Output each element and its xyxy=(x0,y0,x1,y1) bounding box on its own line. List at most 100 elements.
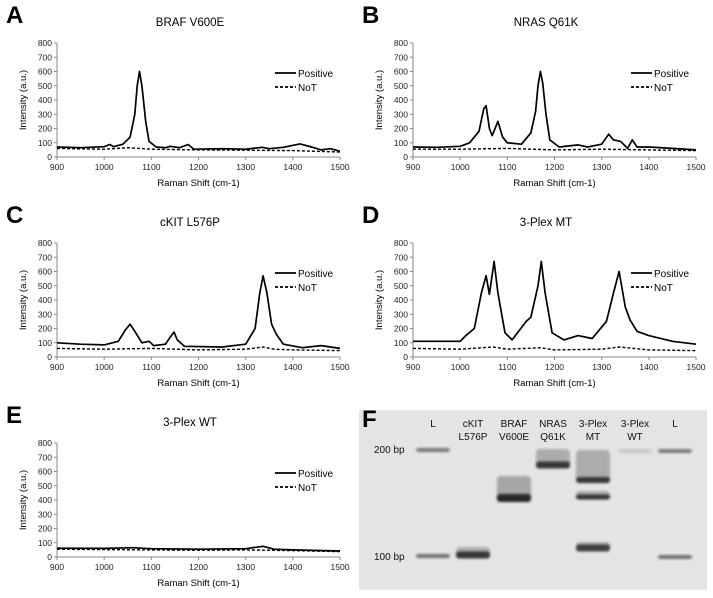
y-tick-label: 400 xyxy=(38,95,52,105)
x-tick-label: 1100 xyxy=(498,362,517,372)
x-tick-label: 1500 xyxy=(331,562,350,572)
panel-label: B xyxy=(362,2,380,29)
x-tick-label: 1400 xyxy=(639,362,658,372)
panel-label: F xyxy=(362,406,377,433)
panel-label: C xyxy=(6,202,24,229)
gel-band xyxy=(576,544,610,552)
y-tick-label: 500 xyxy=(38,481,52,491)
lane-label: MT xyxy=(586,432,600,443)
gel-band xyxy=(658,555,692,559)
y-tick-label: 400 xyxy=(394,95,408,105)
x-tick-label: 1400 xyxy=(639,162,658,172)
y-tick-label: 800 xyxy=(38,38,52,48)
x-tick-label: 900 xyxy=(50,162,64,172)
series-line-not xyxy=(56,147,341,153)
y-tick-label: 0 xyxy=(403,352,408,362)
y-axis-label: Intensity (a.u.) xyxy=(18,470,29,530)
y-tick-label: 100 xyxy=(394,138,408,148)
legend-label: Positive xyxy=(298,469,333,480)
gel-band xyxy=(497,494,531,502)
x-tick-label: 1000 xyxy=(451,162,470,172)
y-tick-label: 600 xyxy=(394,267,408,277)
panel-e: 3-Plex WT 0 100 200 300 400 500 600 700 800 900 100… xyxy=(0,400,356,598)
legend-label: Positive xyxy=(298,69,333,80)
series-line-positive xyxy=(56,274,341,350)
gel-band xyxy=(416,448,450,452)
y-tick-label: 200 xyxy=(394,324,408,334)
y-tick-label: 400 xyxy=(38,495,52,505)
x-tick-label: 1200 xyxy=(189,362,208,372)
x-tick-label: 900 xyxy=(406,162,420,172)
y-tick-label: 600 xyxy=(394,67,408,77)
y-tick-label: 100 xyxy=(394,338,408,348)
panel-label: D xyxy=(362,202,380,229)
x-tick-label: 1300 xyxy=(592,362,611,372)
y-tick-label: 400 xyxy=(394,295,408,305)
gel-band xyxy=(416,554,450,558)
x-tick-label: 1100 xyxy=(498,162,517,172)
legend-label: NoT xyxy=(298,83,317,94)
panel-label: E xyxy=(6,402,23,429)
x-axis-label: Raman Shift (cm-1) xyxy=(513,378,595,389)
y-tick-label: 200 xyxy=(38,524,52,534)
y-tick-label: 300 xyxy=(38,309,52,319)
gel-band xyxy=(456,551,490,559)
legend-label: NoT xyxy=(654,283,673,294)
x-tick-label: 1500 xyxy=(687,162,706,172)
lane-label: WT xyxy=(627,432,643,443)
gel-band xyxy=(536,461,570,469)
x-tick-label: 1100 xyxy=(142,562,161,572)
chart-title: NRAS Q61K xyxy=(514,17,579,29)
y-tick-label: 800 xyxy=(38,238,52,248)
panel-label: A xyxy=(6,2,24,29)
y-tick-label: 100 xyxy=(38,338,52,348)
y-tick-label: 800 xyxy=(394,38,408,48)
y-tick-label: 500 xyxy=(38,81,52,91)
y-tick-label: 800 xyxy=(38,438,52,448)
x-axis-label: Raman Shift (cm-1) xyxy=(157,178,239,189)
y-tick-label: 700 xyxy=(394,52,408,62)
y-axis-label: Intensity (a.u.) xyxy=(18,70,29,130)
gel-band xyxy=(576,477,610,483)
y-tick-label: 400 xyxy=(38,295,52,305)
series-line-not xyxy=(56,548,341,553)
lane-label: BRAF xyxy=(501,419,528,430)
x-tick-label: 1300 xyxy=(236,362,255,372)
lane-label: cKIT xyxy=(463,419,484,430)
x-tick-label: 900 xyxy=(50,562,64,572)
chart-a: BRAF V600E 0 100 200 300 400 500 600 700 800 900 10… xyxy=(18,17,350,189)
chart-title: 3-Plex MT xyxy=(520,217,572,229)
gel-smear xyxy=(576,450,610,482)
lane-label: 3-Plex xyxy=(621,419,649,430)
y-tick-label: 700 xyxy=(38,52,52,62)
x-tick-label: 1200 xyxy=(189,162,208,172)
lane-label: V600E xyxy=(499,432,529,443)
lane-label: L xyxy=(672,419,678,430)
y-tick-label: 500 xyxy=(394,81,408,91)
chart-d: 3-Plex MT 0 100 200 300 400 500 600 700 800 900 100… xyxy=(374,217,706,389)
series-line-not xyxy=(413,147,697,152)
ladder-label-200: 200 bp xyxy=(374,445,405,456)
x-tick-label: 1300 xyxy=(592,162,611,172)
y-tick-label: 600 xyxy=(38,67,52,77)
y-tick-label: 800 xyxy=(394,238,408,248)
y-tick-label: 300 xyxy=(38,109,52,119)
x-tick-label: 1500 xyxy=(331,362,350,372)
panel-a: BRAF V600E 0 100 200 300 400 500 600 700 800 900 10… xyxy=(0,0,356,200)
legend-label: NoT xyxy=(298,283,317,294)
y-tick-label: 300 xyxy=(394,109,408,119)
x-tick-label: 900 xyxy=(50,362,64,372)
legend-label: NoT xyxy=(654,83,673,94)
gel-band xyxy=(576,494,610,500)
y-tick-label: 700 xyxy=(38,452,52,462)
y-tick-label: 600 xyxy=(38,467,52,477)
legend-label: Positive xyxy=(654,69,689,80)
y-axis-label: Intensity (a.u.) xyxy=(18,270,29,330)
panel-b: NRAS Q61K 0 100 200 300 400 500 600 700 800 900 100… xyxy=(356,0,712,200)
gel-background xyxy=(359,410,707,590)
x-tick-label: 1100 xyxy=(142,362,161,372)
x-tick-label: 1000 xyxy=(451,362,470,372)
x-tick-label: 1200 xyxy=(545,362,564,372)
x-tick-label: 1100 xyxy=(142,162,161,172)
